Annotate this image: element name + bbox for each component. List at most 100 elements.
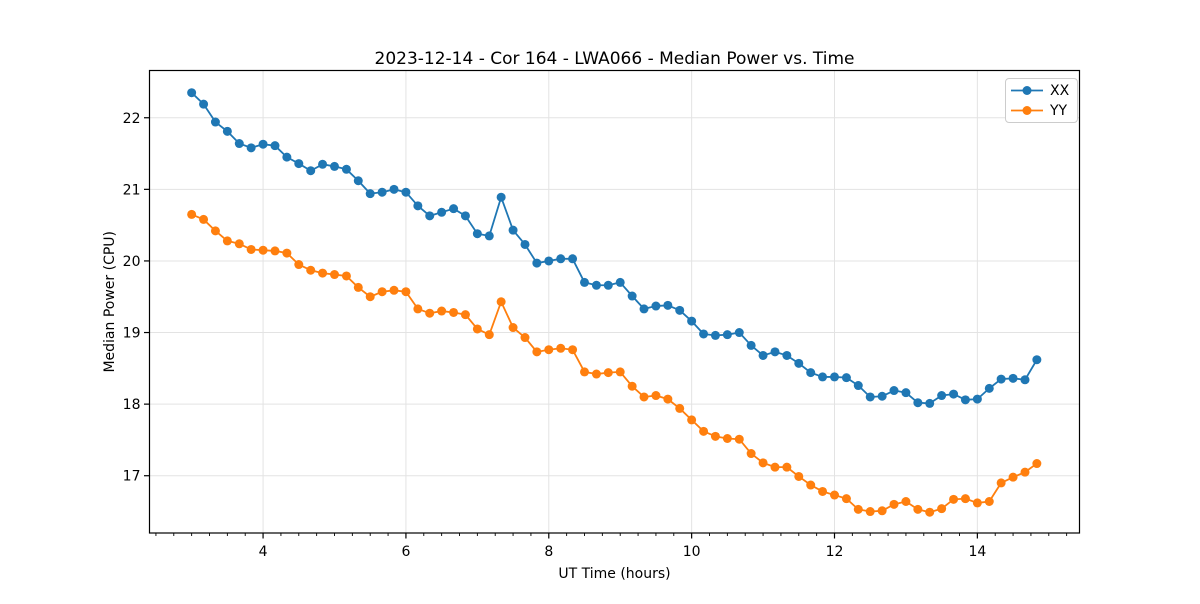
y-tick-label: 18 bbox=[123, 397, 141, 413]
data-point bbox=[556, 343, 566, 353]
data-point bbox=[258, 139, 268, 149]
data-point bbox=[222, 236, 232, 246]
series-line-xx bbox=[191, 92, 1038, 405]
data-point bbox=[984, 383, 994, 393]
y-tick-label: 21 bbox=[123, 182, 141, 198]
data-point bbox=[187, 88, 197, 98]
data-point bbox=[580, 277, 589, 287]
data-point bbox=[675, 403, 685, 413]
data-point bbox=[627, 291, 637, 301]
x-tick-label: 6 bbox=[401, 544, 410, 560]
data-point bbox=[401, 287, 411, 297]
series-group bbox=[187, 88, 1042, 517]
data-point bbox=[722, 330, 732, 340]
x-tick-label: 8 bbox=[544, 544, 553, 560]
data-point bbox=[389, 184, 399, 194]
data-point bbox=[282, 152, 292, 162]
legend-entry-xx: XX bbox=[1011, 83, 1070, 99]
data-point bbox=[294, 159, 304, 169]
data-point bbox=[818, 486, 828, 496]
data-point bbox=[568, 345, 578, 355]
data-point bbox=[437, 306, 447, 316]
data-point bbox=[508, 323, 518, 333]
data-point bbox=[925, 398, 935, 408]
data-point bbox=[270, 246, 280, 256]
data-point bbox=[520, 239, 530, 249]
series-yy bbox=[187, 209, 1042, 517]
data-point bbox=[460, 310, 470, 320]
data-point bbox=[937, 391, 947, 401]
legend: XX YY bbox=[1005, 78, 1078, 123]
data-point bbox=[532, 258, 542, 268]
data-point bbox=[853, 504, 863, 514]
data-point bbox=[960, 494, 970, 504]
data-point bbox=[651, 301, 661, 311]
data-point bbox=[960, 395, 970, 405]
data-point bbox=[949, 389, 959, 399]
data-point bbox=[877, 506, 887, 516]
data-point bbox=[627, 381, 637, 391]
y-tick-label: 17 bbox=[123, 469, 141, 485]
data-point bbox=[330, 161, 339, 171]
data-point bbox=[794, 471, 804, 481]
data-point bbox=[508, 225, 518, 235]
data-point bbox=[532, 347, 542, 357]
data-point bbox=[1008, 373, 1018, 383]
data-point bbox=[865, 392, 875, 402]
data-point bbox=[699, 329, 709, 339]
data-point bbox=[901, 388, 911, 398]
data-point bbox=[425, 211, 435, 221]
data-point bbox=[639, 392, 649, 402]
data-point bbox=[520, 333, 530, 343]
data-point bbox=[699, 426, 709, 436]
data-point bbox=[199, 214, 209, 224]
data-point bbox=[341, 271, 351, 281]
data-point bbox=[651, 391, 661, 401]
data-point bbox=[437, 207, 447, 217]
data-point bbox=[734, 434, 744, 444]
data-point bbox=[770, 462, 780, 472]
data-point bbox=[318, 159, 328, 169]
data-point bbox=[580, 367, 589, 377]
data-point bbox=[425, 308, 435, 318]
data-point bbox=[199, 99, 209, 109]
data-point bbox=[401, 187, 411, 197]
data-point bbox=[270, 141, 280, 151]
data-point bbox=[1032, 459, 1042, 469]
data-point bbox=[996, 374, 1006, 384]
x-tick-label: 14 bbox=[968, 544, 986, 560]
data-point bbox=[853, 381, 863, 391]
data-point bbox=[901, 496, 911, 506]
data-point bbox=[353, 282, 363, 292]
data-point bbox=[722, 433, 732, 443]
data-point bbox=[710, 431, 720, 441]
data-point bbox=[806, 480, 816, 490]
data-point bbox=[187, 209, 197, 219]
data-point bbox=[544, 256, 554, 266]
data-point bbox=[377, 287, 387, 297]
legend-marker-yy bbox=[1022, 106, 1032, 115]
y-axis-label: Median Power (CPU) bbox=[102, 231, 118, 373]
data-point bbox=[449, 307, 459, 317]
x-tick-label: 10 bbox=[683, 544, 701, 560]
data-point bbox=[687, 415, 697, 425]
x-tick-label: 12 bbox=[826, 544, 844, 560]
data-point bbox=[460, 211, 470, 221]
data-point bbox=[591, 280, 601, 290]
data-point bbox=[996, 478, 1006, 488]
data-point bbox=[663, 394, 673, 404]
gridlines bbox=[149, 70, 1080, 533]
data-point bbox=[865, 507, 875, 517]
data-point bbox=[818, 372, 828, 382]
data-point bbox=[1020, 375, 1030, 385]
y-axis-ticks: 17 18 19 20 21 22 bbox=[123, 111, 150, 485]
data-point bbox=[710, 330, 720, 340]
data-point bbox=[984, 496, 994, 506]
data-point bbox=[746, 449, 756, 459]
data-point bbox=[639, 304, 649, 314]
data-point bbox=[972, 498, 982, 508]
data-point bbox=[282, 248, 292, 258]
data-point bbox=[1008, 472, 1018, 482]
data-point bbox=[949, 494, 959, 504]
